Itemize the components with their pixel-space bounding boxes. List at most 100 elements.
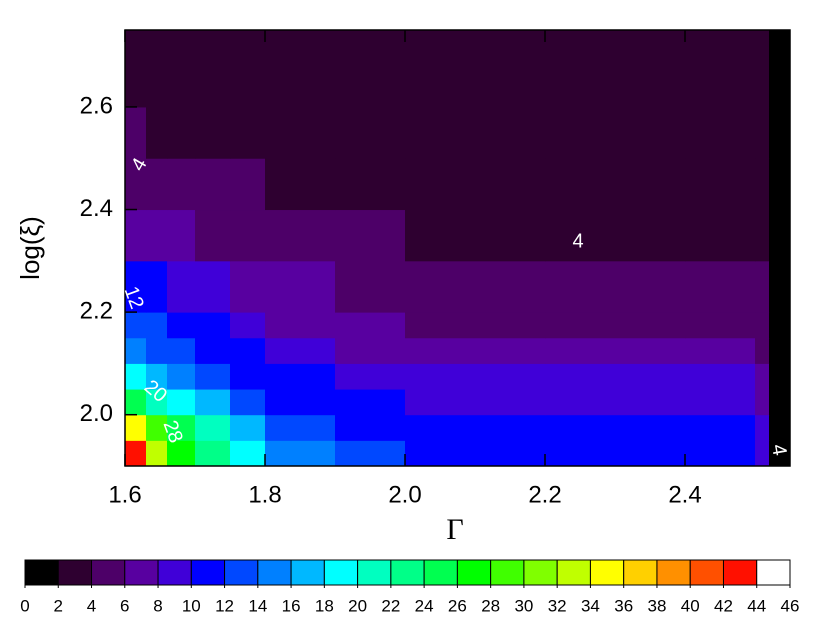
contour-cell: [125, 389, 147, 416]
colorbar-swatch: [689, 559, 724, 586]
contour-cell: [230, 312, 266, 339]
contour-cell: [335, 106, 406, 159]
colorbar-swatch: [456, 559, 492, 586]
colorbar-swatch: [24, 559, 59, 586]
colorbar-label: 16: [282, 596, 301, 615]
contour-cell: [405, 106, 546, 159]
colorbar-swatch: [523, 559, 558, 586]
contour-cell: [755, 158, 770, 211]
colorbar-label: 22: [381, 596, 400, 615]
contour-cell: [405, 389, 546, 416]
contour-cell: [335, 414, 406, 441]
colorbar-label: 26: [448, 596, 467, 615]
contour-cell: [335, 363, 406, 390]
x-tick-label: 1.6: [108, 481, 141, 508]
contour-cell: [335, 260, 406, 313]
contour-cell: [167, 209, 196, 262]
colorbar-label: 30: [514, 596, 533, 615]
x-tick-label: 2.0: [388, 481, 421, 508]
contour-cell: [195, 106, 231, 159]
contour-cell: [769, 260, 791, 313]
contour-cell: [405, 30, 546, 108]
contour-cell: [146, 106, 168, 159]
contour-cell: [125, 260, 147, 313]
contour-cell: [230, 106, 266, 159]
colorbar-label: 12: [215, 596, 234, 615]
contour-cell: [195, 30, 231, 108]
contour-cell: [685, 389, 756, 416]
contour-cell: [146, 30, 168, 108]
contour-cell: [230, 363, 266, 390]
contour-label: 4: [572, 230, 583, 252]
contour-cell: [195, 363, 231, 390]
contour-cell: [545, 337, 686, 364]
colorbar-swatch: [257, 559, 292, 586]
contour-cell: [769, 440, 791, 467]
colorbar-label: 24: [415, 596, 434, 615]
colorbar-label: 38: [647, 596, 666, 615]
y-tick-label: 2.4: [80, 195, 113, 222]
colorbar-swatch: [756, 559, 791, 586]
colorbar-swatch: [157, 559, 192, 586]
colorbar-label: 32: [548, 596, 567, 615]
contour-cell: [230, 414, 266, 441]
contour-cell: [685, 337, 756, 364]
contour-cell: [167, 260, 196, 313]
colorbar-swatch: [290, 559, 325, 586]
contour-cell: [335, 440, 406, 467]
contour-cell: [230, 389, 266, 416]
colorbar-label: 14: [248, 596, 267, 615]
contour-cell: [685, 106, 756, 159]
contour-cell: [265, 209, 336, 262]
contour-cell: [265, 312, 336, 339]
contour-cell: [167, 440, 196, 467]
contour-cell: [769, 158, 791, 211]
contour-label: 4: [767, 442, 791, 457]
contour-cell: [545, 389, 686, 416]
y-tick-label: 2.2: [80, 297, 113, 324]
colorbar-swatch: [490, 559, 525, 586]
contour-cell: [335, 209, 406, 262]
colorbar-label: 2: [54, 596, 63, 615]
contour-cell: [545, 363, 686, 390]
y-tick-label: 2.0: [80, 400, 113, 427]
contour-cell: [335, 337, 406, 364]
colorbar-label: 10: [182, 596, 201, 615]
contour-cell: [195, 337, 231, 364]
contour-cell: [755, 30, 770, 108]
x-tick-label: 1.8: [248, 481, 281, 508]
contour-cell: [125, 158, 147, 211]
contour-cell: [545, 209, 686, 262]
contour-cell: [769, 414, 791, 441]
contour-cell: [230, 30, 266, 108]
colorbar-label: 6: [120, 596, 129, 615]
contour-cell: [125, 30, 147, 108]
contour-cell: [265, 30, 336, 108]
contour-cell: [167, 106, 196, 159]
colorbar-swatch: [190, 559, 226, 586]
contour-cell: [405, 312, 546, 339]
contour-cell: [125, 363, 147, 390]
contour-cell: [685, 414, 756, 441]
contour-cell: [405, 363, 546, 390]
contour-cell: [755, 260, 770, 313]
contour-cell: [265, 106, 336, 159]
contour-cell: [230, 337, 266, 364]
contour-cell: [405, 209, 546, 262]
contour-cell: [167, 337, 196, 364]
contour-cell: [769, 209, 791, 262]
contour-cell: [769, 337, 791, 364]
contour-cell: [769, 389, 791, 416]
contour-cell: [755, 209, 770, 262]
contour-cell: [755, 440, 770, 467]
colorbar-swatch: [722, 559, 758, 586]
x-tick-label: 2.2: [528, 481, 561, 508]
contour-cell: [195, 414, 231, 441]
contour-cell: [335, 389, 406, 416]
contour-cell: [755, 106, 770, 159]
contour-cell: [755, 312, 770, 339]
contour-cell: [146, 260, 168, 313]
colorbar-label: 28: [481, 596, 500, 615]
colorbar-label: 42: [714, 596, 733, 615]
contour-cell: [146, 389, 168, 416]
